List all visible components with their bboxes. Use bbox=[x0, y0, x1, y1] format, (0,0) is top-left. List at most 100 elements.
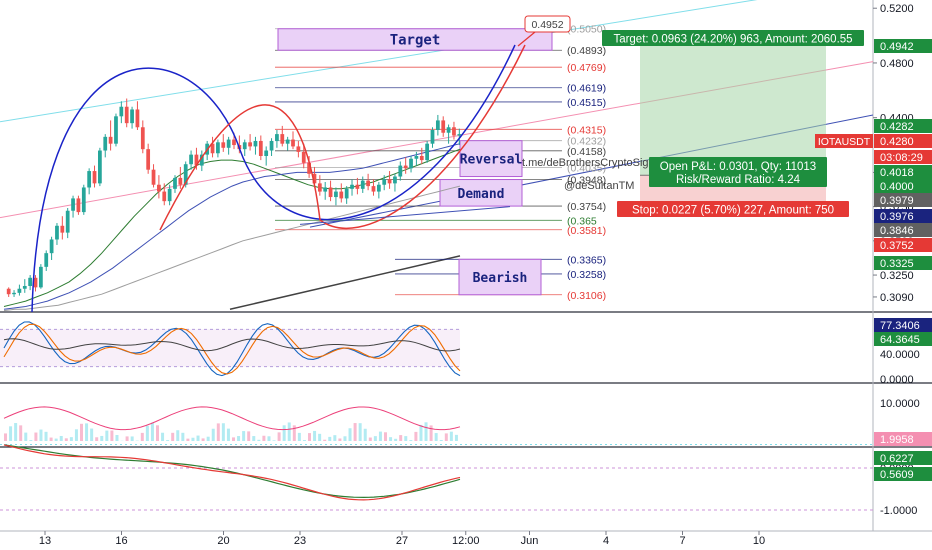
price-marker-text: 0.3976 bbox=[880, 211, 914, 223]
candle-body bbox=[409, 158, 413, 169]
candle-body bbox=[33, 277, 38, 288]
countdown-box bbox=[874, 150, 932, 164]
price-marker-text: 0.4018 bbox=[880, 167, 914, 179]
price-marker-text: 0.4280 bbox=[880, 136, 914, 148]
volume-bar bbox=[95, 437, 99, 441]
stochastic-axis-label: 40.0000 bbox=[880, 349, 920, 361]
trend-line-dark[interactable] bbox=[229, 255, 461, 310]
stochastic-marker-box bbox=[874, 332, 932, 346]
volume-bar bbox=[444, 433, 448, 441]
candle-body bbox=[119, 106, 124, 117]
candle-body bbox=[366, 180, 370, 187]
volume-bar bbox=[216, 423, 220, 441]
zone-target[interactable]: Target bbox=[277, 28, 553, 51]
zone-box[interactable] bbox=[458, 258, 542, 296]
fib-level-label: (0.4158) bbox=[567, 146, 606, 158]
volume-bar bbox=[287, 422, 291, 441]
volume-bar bbox=[389, 437, 393, 441]
candle-body bbox=[216, 142, 220, 154]
zone-bearish[interactable]: Bearish bbox=[458, 258, 542, 296]
zone-box[interactable] bbox=[439, 179, 523, 207]
volume-bar bbox=[80, 423, 83, 441]
candle-body bbox=[414, 156, 419, 159]
volume-bar bbox=[176, 430, 180, 441]
fib-level-label: (0.3258) bbox=[567, 269, 606, 281]
zone-demand[interactable]: Demand bbox=[439, 179, 523, 207]
candle-body bbox=[317, 183, 322, 192]
volume-bar bbox=[333, 435, 337, 441]
candle-body bbox=[307, 162, 311, 174]
volume-bar bbox=[394, 438, 398, 441]
candles bbox=[6, 98, 462, 297]
candle-body bbox=[130, 109, 134, 124]
volume-bar bbox=[449, 431, 453, 441]
price-marker-box bbox=[874, 238, 932, 252]
channel-upper-line[interactable] bbox=[0, 0, 873, 123]
candle-body bbox=[49, 239, 54, 254]
volume-bar bbox=[272, 440, 276, 441]
zone-box[interactable] bbox=[277, 28, 553, 51]
cup-curve-red[interactable] bbox=[159, 44, 526, 231]
price-marker-text: 0.4942 bbox=[880, 41, 914, 53]
price-marker: 0.3752 bbox=[874, 238, 932, 252]
candle-body bbox=[419, 156, 424, 161]
volume-bar bbox=[211, 428, 215, 441]
price-marker: 0.3976 bbox=[874, 209, 932, 223]
price-callout-arrow bbox=[517, 31, 536, 47]
volume-bar bbox=[302, 440, 306, 441]
volume-bar bbox=[328, 436, 332, 441]
volume-bar bbox=[277, 432, 281, 441]
zone-box[interactable] bbox=[459, 140, 523, 178]
candle-body bbox=[135, 109, 140, 128]
stochastic-pane[interactable]: 77.3406 64.3645 40.0000 0.0000 bbox=[0, 318, 932, 386]
volume-oscillator-line bbox=[3, 406, 461, 431]
zone-label: Bearish bbox=[473, 271, 528, 286]
volume-bar bbox=[115, 434, 119, 441]
volume-bar bbox=[429, 425, 433, 441]
price-marker: 0.4282 bbox=[874, 119, 932, 133]
volume-marker-box bbox=[874, 432, 932, 446]
zone-reversal[interactable]: Reversal bbox=[459, 140, 523, 178]
volume-bar bbox=[85, 423, 89, 441]
price-callout[interactable]: 0.4952 bbox=[517, 15, 571, 47]
zone-label: Reversal bbox=[460, 153, 523, 168]
candle-body bbox=[301, 151, 306, 163]
volume-bar bbox=[282, 425, 286, 441]
main-pane[interactable]: (0.5050) (0.4893) (0.4769) (0.4619) (0.4515)… bbox=[0, 0, 874, 313]
price-marker-box bbox=[874, 256, 932, 270]
candle-body bbox=[6, 288, 11, 295]
volume-bar bbox=[69, 437, 73, 441]
candle-body bbox=[92, 171, 97, 184]
countdown-text: 03:08:29 bbox=[880, 152, 923, 164]
fib-level-label: (0.3581) bbox=[567, 225, 606, 237]
candle-body bbox=[28, 277, 33, 286]
price-marker-text: 0.3846 bbox=[880, 225, 914, 237]
candle-body bbox=[430, 130, 435, 144]
position-target-banner[interactable]: Target: 0.0963 (24.20%) 963, Amount: 206… bbox=[602, 30, 864, 46]
cup-curve-blue[interactable] bbox=[31, 44, 516, 313]
volume-axis-label: 10.0000 bbox=[880, 398, 920, 410]
volume-bar bbox=[74, 429, 78, 441]
time-axis: 13 16 20 23 27 12:00 Jun 4 7 10 bbox=[39, 531, 765, 547]
position-pnl-banner[interactable]: Open P&L: 0.0301, Qty: 11013Risk/Reward … bbox=[649, 157, 827, 187]
stochastic-marker-box bbox=[874, 318, 932, 332]
price-tick-label: 0.5200 bbox=[880, 3, 914, 15]
candle-body bbox=[339, 191, 344, 199]
fib-level-label: (0.4515) bbox=[567, 97, 606, 109]
macd-marker-box bbox=[874, 467, 932, 481]
price-marker-box bbox=[874, 165, 932, 179]
time-tick-label: 23 bbox=[294, 535, 306, 547]
moving-average-line bbox=[3, 143, 461, 310]
volume-bar bbox=[49, 437, 53, 441]
fib-level-label: (0.4893) bbox=[567, 45, 606, 57]
price-marker: 0.3846 bbox=[874, 223, 932, 237]
position-stop-banner[interactable]: Stop: 0.0227 (5.70%) 227, Amount: 750 bbox=[617, 201, 849, 217]
volume-bar bbox=[130, 436, 134, 441]
candle-body bbox=[360, 180, 365, 189]
candle-body bbox=[226, 139, 231, 148]
candle-body bbox=[253, 140, 258, 147]
